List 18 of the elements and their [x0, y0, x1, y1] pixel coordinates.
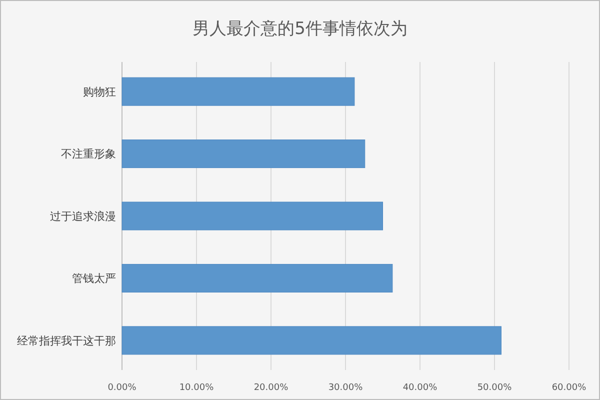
bar [122, 264, 393, 292]
x-tick-label: 60.00% [552, 383, 587, 393]
bar [122, 140, 366, 168]
y-tick-label: 过于追求浪漫 [50, 210, 116, 223]
x-tick-label: 30.00% [328, 383, 364, 393]
y-tick-label: 管钱太严 [72, 272, 116, 286]
y-tick-label: 不注重形象 [61, 148, 116, 161]
x-tick-label: 10.00% [179, 383, 214, 393]
x-tick-label: 40.00% [402, 383, 438, 393]
x-tick-label: 50.00% [477, 383, 512, 393]
chart-title: 男人最介意的5件事情依次为 [192, 19, 408, 39]
y-tick-label: 购物狂 [83, 85, 116, 98]
bar [122, 202, 383, 230]
x-tick-label: 20.00% [254, 383, 289, 393]
bar [122, 326, 502, 355]
y-tick-label: 经常指挥我干这干那 [17, 334, 116, 348]
x-tick-label: 0.00% [108, 383, 137, 393]
bar [122, 77, 355, 106]
